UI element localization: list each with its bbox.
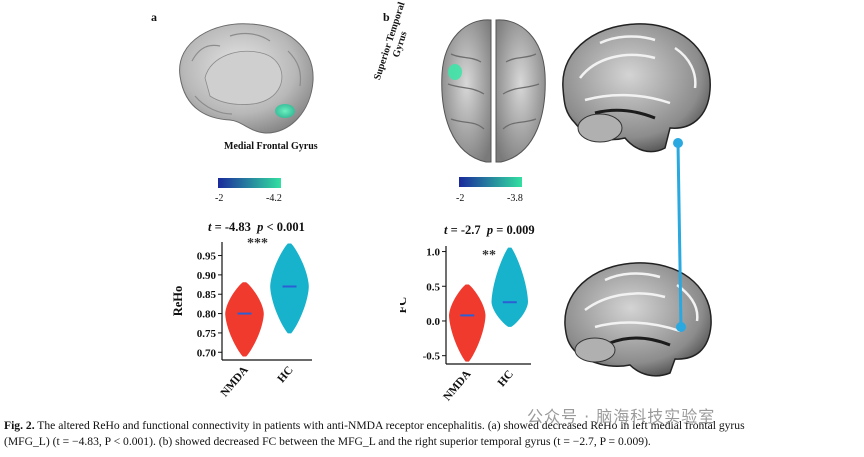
brain-axial-view-image [441, 19, 546, 163]
panel-b-stat-t-value: = -2.7 [447, 223, 481, 237]
panel-a-stat-t-value: = -4.83 [211, 220, 251, 234]
panel-b-y-axis-title: FC [400, 297, 409, 314]
panel-b-colorbar-min: -2 [456, 193, 465, 204]
panel-a-stat-p-value: < 0.001 [263, 220, 305, 234]
figure-caption: Fig. 2. The altered ReHo and functional … [4, 418, 864, 433]
panel-b-region-label: Superior Temporal Gyrus [372, 1, 418, 85]
panel-a-ytick-label: 0.70 [197, 347, 217, 359]
panel-a-ytick-label: 0.80 [197, 309, 217, 321]
panel-a-violin-hc [270, 243, 309, 334]
panel-a-significance: *** [247, 236, 268, 251]
panel-a-stat-t: t [208, 220, 212, 234]
panel-b-colorbar [459, 177, 522, 187]
watermark-text: 公众号 · 脑海科技实验室 [527, 407, 716, 426]
panel-a-ytick-label: 0.85 [197, 289, 217, 301]
caption-line1: The altered ReHo and functional connecti… [34, 419, 745, 432]
brain-sagittal-top-image [562, 23, 711, 153]
panel-b-ytick-label: 0.0 [426, 316, 440, 328]
panel-a-violin-chart: 0.70 0.75 0.80 0.85 0.90 0.95 ReHo NMDA HC [171, 242, 312, 400]
watermark: 公众号 · 脑海科技实验室 [527, 403, 715, 427]
panel-a-violin-nmda [225, 282, 264, 357]
panel-a-x-label-hc: HC [276, 364, 296, 385]
panel-a-y-axis-title: ReHo [171, 286, 185, 317]
panel-a-ytick-label: 0.75 [197, 328, 217, 340]
panel-b-stat-p-value: = 0.009 [493, 223, 535, 237]
panel-b-ytick-label: 1.0 [426, 247, 440, 259]
brain-medial-view-image [179, 23, 314, 134]
panel-a-stat-p: p [257, 220, 264, 234]
panel-a-colorbar [218, 178, 281, 188]
figure-caption-line2: (MFG_L) (t = −4.83, P < 0.001). (b) show… [4, 435, 651, 448]
panel-b-violin-hc [491, 247, 528, 327]
panel-a-colorbar-min: -2 [215, 193, 224, 204]
panel-b-letter: b [383, 10, 390, 24]
panel-b-ytick-label: 0.5 [426, 281, 440, 293]
panel-a-stat: t = -4.83 p < 0.001 [208, 220, 305, 235]
panel-a-region-label: Medial Frontal Gyrus [224, 141, 318, 152]
panel-b-ytick-label: -0.5 [423, 351, 441, 363]
panel-b-x-label-nmda: NMDA [441, 368, 474, 403]
panel-a-ytick-label: 0.90 [197, 270, 217, 282]
panel-a-colorbar-max: -4.2 [266, 193, 282, 204]
panel-b-stat-t: t [444, 223, 448, 237]
panel-b-stat-p: p [486, 223, 494, 237]
caption-label: Fig. 2. [4, 419, 35, 432]
connection-line [673, 138, 686, 332]
panel-a-ytick-label: 0.95 [197, 251, 217, 263]
panel-b-significance: ** [482, 248, 496, 263]
panel-b-violin-nmda [448, 284, 486, 362]
panel-a-x-label-nmda: NMDA [219, 364, 252, 400]
panel-b-x-label-hc: HC [496, 368, 516, 389]
brain-sagittal-bottom-image [564, 262, 712, 377]
panel-b-colorbar-max: -3.8 [507, 193, 523, 204]
panel-b-violin-chart: -0.5 0.0 0.5 1.0 FC NMDA HC [400, 246, 531, 403]
panel-b-stat: t = -2.7 p = 0.009 [444, 223, 535, 238]
panel-a-letter: a [151, 10, 157, 24]
